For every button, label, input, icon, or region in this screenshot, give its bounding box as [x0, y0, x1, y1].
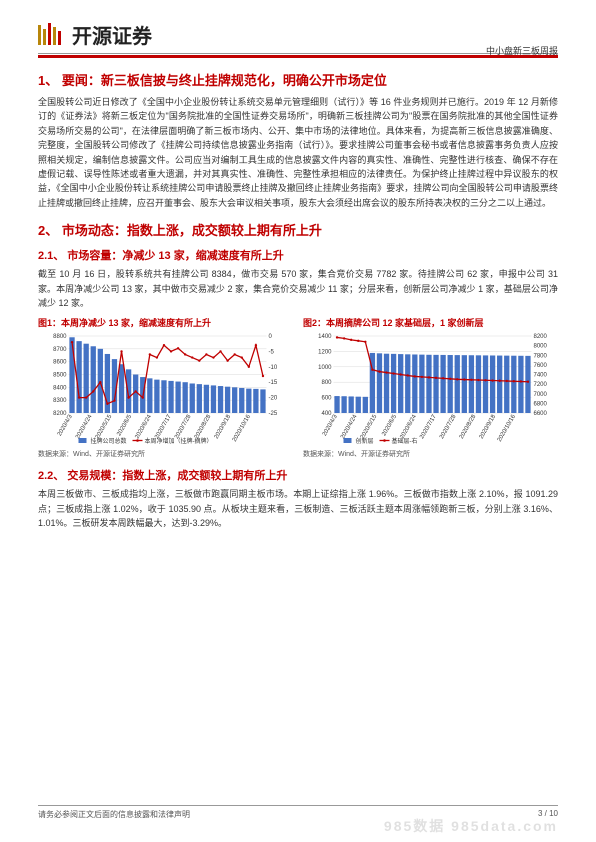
svg-text:创新层: 创新层 [356, 437, 374, 445]
svg-text:本周净增加（挂牌-摘牌）: 本周净增加（挂牌-摘牌） [145, 437, 213, 445]
svg-text:2020/7/17: 2020/7/17 [419, 414, 438, 441]
watermark: 985数据 985data.com [384, 816, 558, 836]
section1-title: 1、 要闻：新三板信披与终止挂牌规范化，明确公开市场定位 [38, 70, 558, 89]
svg-text:2020/10/16: 2020/10/16 [232, 414, 253, 444]
logo-icon [38, 23, 66, 47]
svg-text:8700: 8700 [53, 347, 67, 353]
chart1-box: 图1：本周净减少 13 家，缩减速度有所上升 82008300840085008… [38, 316, 293, 459]
svg-text:-10: -10 [269, 365, 278, 371]
svg-text:2020/8/28: 2020/8/28 [459, 414, 478, 441]
svg-text:7000: 7000 [534, 392, 548, 398]
svg-text:8800: 8800 [53, 334, 67, 340]
charts-row: 图1：本周净减少 13 家，缩减速度有所上升 82008300840085008… [38, 316, 558, 459]
divider-thin [38, 53, 558, 54]
svg-text:7800: 7800 [534, 354, 548, 360]
logo-row: 开源证券 [38, 20, 558, 49]
svg-text:2020/10/16: 2020/10/16 [497, 414, 518, 444]
chart2-box: 图2：本周摘牌公司 12 家基础层，1 家创新层 400 600 800 1000 12… [303, 316, 558, 459]
svg-text:2020/7/28: 2020/7/28 [439, 414, 458, 441]
svg-text:8500: 8500 [53, 373, 67, 379]
footer-left: 请务必参阅正文后面的信息披露和法律声明 [38, 809, 190, 820]
svg-text:0: 0 [269, 334, 273, 340]
svg-text:600: 600 [321, 396, 332, 402]
svg-text:2020/9/18: 2020/9/18 [214, 414, 233, 441]
svg-text:2020/8/28: 2020/8/28 [194, 414, 213, 441]
svg-text:8200: 8200 [53, 411, 67, 417]
page: 开源证券 中小盘新三板周报 1、 要闻：新三板信披与终止挂牌规范化，明确公开市场… [0, 0, 596, 842]
section21-body: 截至 10 月 16 日，股转系统共有挂牌公司 8384，做市交易 570 家，… [38, 267, 558, 310]
svg-text:7200: 7200 [534, 382, 548, 388]
svg-text:-20: -20 [269, 396, 278, 402]
svg-text:8000: 8000 [534, 344, 548, 350]
section22-body: 本周三板做市、三板成指均上涨，三板做市跑赢同期主板市场。本期上证综指上涨 1.9… [38, 487, 558, 530]
svg-text:1000: 1000 [318, 365, 332, 371]
svg-text:挂牌公司总数: 挂牌公司总数 [91, 437, 127, 445]
svg-text:-25: -25 [269, 411, 278, 417]
svg-text:8200: 8200 [534, 334, 548, 340]
svg-text:2020/6/5: 2020/6/5 [116, 414, 133, 438]
section22-title: 2.2、 交易规模：指数上涨，成交额较上期有所上升 [38, 467, 558, 483]
svg-text:800: 800 [321, 380, 332, 386]
chart1-title: 图1：本周净减少 13 家，缩减速度有所上升 [38, 316, 293, 329]
svg-text:2020/6/24: 2020/6/24 [399, 414, 418, 441]
svg-text:2020/6/5: 2020/6/5 [381, 414, 398, 438]
doc-category: 中小盘新三板周报 [486, 44, 558, 57]
svg-text:2020/4/24: 2020/4/24 [75, 414, 94, 441]
svg-text:-5: -5 [269, 350, 275, 356]
svg-text:2020/7/17: 2020/7/17 [154, 414, 173, 441]
svg-text:-15: -15 [269, 380, 278, 386]
chart1-canvas: 8200 8300 8400 8500 8600 8700 8800 -25 -20 -15 -10… [38, 332, 293, 447]
divider-thick [38, 55, 558, 58]
svg-text:基础层-右: 基础层-右 [392, 437, 418, 445]
chart1-source: 数据来源：Wind、开源证券研究所 [38, 449, 293, 459]
svg-text:2020/7/28: 2020/7/28 [174, 414, 193, 441]
svg-text:2020/5/15: 2020/5/15 [360, 414, 379, 441]
svg-text:2020/5/15: 2020/5/15 [95, 414, 114, 441]
svg-text:400: 400 [321, 411, 332, 417]
svg-text:8300: 8300 [53, 398, 67, 404]
svg-text:6800: 6800 [534, 402, 548, 408]
svg-text:7600: 7600 [534, 363, 548, 369]
svg-text:1400: 1400 [318, 334, 332, 340]
svg-text:8600: 8600 [53, 360, 67, 366]
svg-text:2020/6/24: 2020/6/24 [134, 414, 153, 441]
svg-text:7400: 7400 [534, 373, 548, 379]
section1-body: 全国股转公司近日修改了《全国中小企业股份转让系统交易单元管理细则（试行）》等 1… [38, 95, 558, 210]
svg-text:2020/9/18: 2020/9/18 [479, 414, 498, 441]
svg-text:8400: 8400 [53, 386, 67, 392]
svg-text:2020/4/24: 2020/4/24 [340, 414, 359, 441]
chart2-source: 数据来源：Wind、开源证券研究所 [303, 449, 558, 459]
svg-text:1200: 1200 [318, 350, 332, 356]
chart2-canvas: 400 600 800 1000 1200 1400 6600 6800 7000 7200 740… [303, 332, 558, 447]
logo-text: 开源证券 [72, 20, 152, 49]
section21-title: 2.1、 市场容量：净减少 13 家，缩减速度有所上升 [38, 247, 558, 263]
svg-text:6600: 6600 [534, 411, 548, 417]
section2-title: 2、 市场动态：指数上涨，成交额较上期有所上升 [38, 220, 558, 239]
chart2-title: 图2：本周摘牌公司 12 家基础层，1 家创新层 [303, 316, 558, 329]
